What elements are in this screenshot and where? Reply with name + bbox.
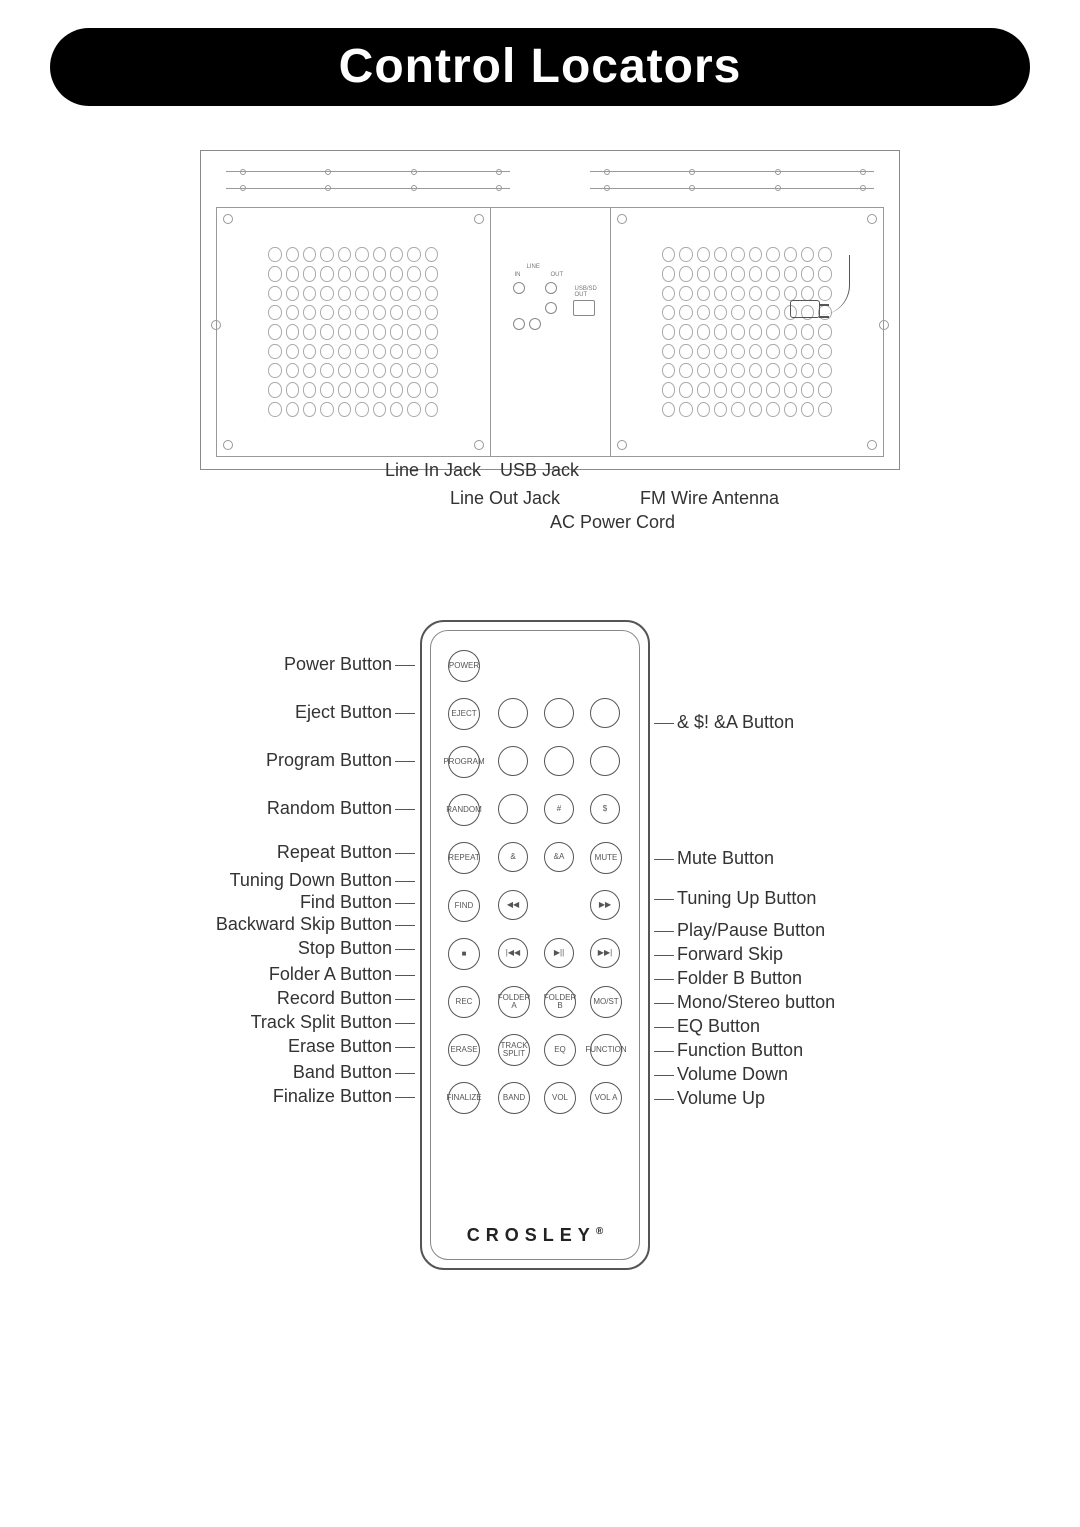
- line-out-jack: [545, 282, 557, 294]
- remote-label-left: Backward Skip Button: [160, 914, 415, 935]
- remote-btn-bskip: |◀◀: [498, 938, 528, 968]
- remote-label-right: Tuning Up Button: [654, 888, 914, 909]
- remote-label-left: Power Button: [160, 654, 415, 675]
- remote-btn-foldA: FOLDER A: [498, 986, 530, 1018]
- remote-btn-finalize: FINALIZE: [448, 1082, 480, 1114]
- remote-btn-ampA: &A: [544, 842, 574, 872]
- remote-btn-tsplit: TRACK SPLIT: [498, 1034, 530, 1066]
- usb-label: USB Jack: [500, 460, 579, 481]
- remote-label-left: Track Split Button: [160, 1012, 415, 1033]
- remote-label-left: Repeat Button: [160, 842, 415, 863]
- fm-label: FM Wire Antenna: [640, 488, 779, 509]
- remote-label-left: Random Button: [160, 798, 415, 819]
- remote-btn-mute: MUTE: [590, 842, 622, 874]
- remote-btn-amp: &: [498, 842, 528, 872]
- remote-label-right: & $! &A Button: [654, 712, 914, 733]
- remote-btn-n1: [498, 698, 528, 728]
- remote-btn-n7: [498, 794, 528, 824]
- remote-btn-eject: EJECT: [448, 698, 480, 730]
- remote-btn-rec: REC: [448, 986, 480, 1018]
- remote-btn-band: BAND: [498, 1082, 530, 1114]
- remote-btn-erase: ERASE: [448, 1034, 480, 1066]
- right-speaker: [611, 208, 884, 456]
- remote-label-left: Tuning Down Button: [160, 870, 415, 891]
- remote-btn-volup: VOL A: [590, 1082, 622, 1114]
- remote-btn-foldB: FOLDER B: [544, 986, 576, 1018]
- remote-label-right: Volume Up: [654, 1088, 914, 1109]
- remote-label-left: Erase Button: [160, 1036, 415, 1057]
- remote-btn-stop: ■: [448, 938, 480, 970]
- rear-jack-panel: LINE IN OUT USB/SDOUT: [491, 208, 611, 456]
- remote-btn-n2: [544, 698, 574, 728]
- remote-label-left: Eject Button: [160, 702, 415, 723]
- remote-label-left: Stop Button: [160, 938, 415, 959]
- remote-label-right: Play/Pause Button: [654, 920, 914, 941]
- remote-btn-mono: MO/ST: [590, 986, 622, 1018]
- remote-outline: POWER EJECT PROGRAM RANDOM # $ REPEAT&&A MUTE FI…: [420, 620, 650, 1270]
- remote-btn-eq: EQ: [544, 1034, 576, 1066]
- remote-btn-n4: [498, 746, 528, 776]
- remote-label-left: Record Button: [160, 988, 415, 1009]
- remote-label-left: Find Button: [160, 892, 415, 913]
- remote-label-right: EQ Button: [654, 1016, 914, 1037]
- remote-label-left: Program Button: [160, 750, 415, 771]
- remote-label-right: Function Button: [654, 1040, 914, 1061]
- remote-label-right: Mute Button: [654, 848, 914, 869]
- remote-label-right: Mono/Stereo button: [654, 992, 914, 1013]
- remote-btn-play: ▶||: [544, 938, 574, 968]
- remote-btn-tup: ▶▶: [590, 890, 620, 920]
- usb-jack: [545, 302, 557, 314]
- power-label: AC Power Cord: [550, 512, 675, 533]
- remote-btn-random: RANDOM: [448, 794, 480, 826]
- left-speaker: [217, 208, 491, 456]
- line-in-label: Line In Jack: [385, 460, 481, 481]
- line-out-label: Line Out Jack: [450, 488, 560, 509]
- remote-btn-n6: [590, 746, 620, 776]
- brand-logo: CROSLEY®: [422, 1225, 648, 1246]
- remote-btn-find: FIND: [448, 890, 480, 922]
- remote-btn-n3: [590, 698, 620, 728]
- page-banner: Control Locators: [50, 28, 1030, 106]
- remote-label-right: Volume Down: [654, 1064, 914, 1085]
- remote-btn-power: POWER: [448, 650, 480, 682]
- page-title: Control Locators: [50, 28, 1030, 106]
- remote-btn-repeat: REPEAT: [448, 842, 480, 874]
- remote-label-right: Forward Skip: [654, 944, 914, 965]
- remote-label-left: Band Button: [160, 1062, 415, 1083]
- remote-btn-tdown: ◀◀: [498, 890, 528, 920]
- remote-btn-n8: #: [544, 794, 574, 824]
- sd-slot: [573, 300, 595, 316]
- remote-btn-n5: [544, 746, 574, 776]
- remote-label-right: Folder B Button: [654, 968, 914, 989]
- remote-btn-program: PROGRAM: [448, 746, 480, 778]
- remote-diagram: Power Button Eject Button Program Button Ra…: [160, 620, 920, 1300]
- line-in-jack: [513, 282, 525, 294]
- remote-btn-voldn: VOL: [544, 1082, 576, 1114]
- remote-label-left: Folder A Button: [160, 964, 415, 985]
- remote-btn-func: FUNCTION: [590, 1034, 622, 1066]
- remote-btn-n9: $: [590, 794, 620, 824]
- remote-btn-fskip: ▶▶|: [590, 938, 620, 968]
- remote-label-left: Finalize Button: [160, 1086, 415, 1107]
